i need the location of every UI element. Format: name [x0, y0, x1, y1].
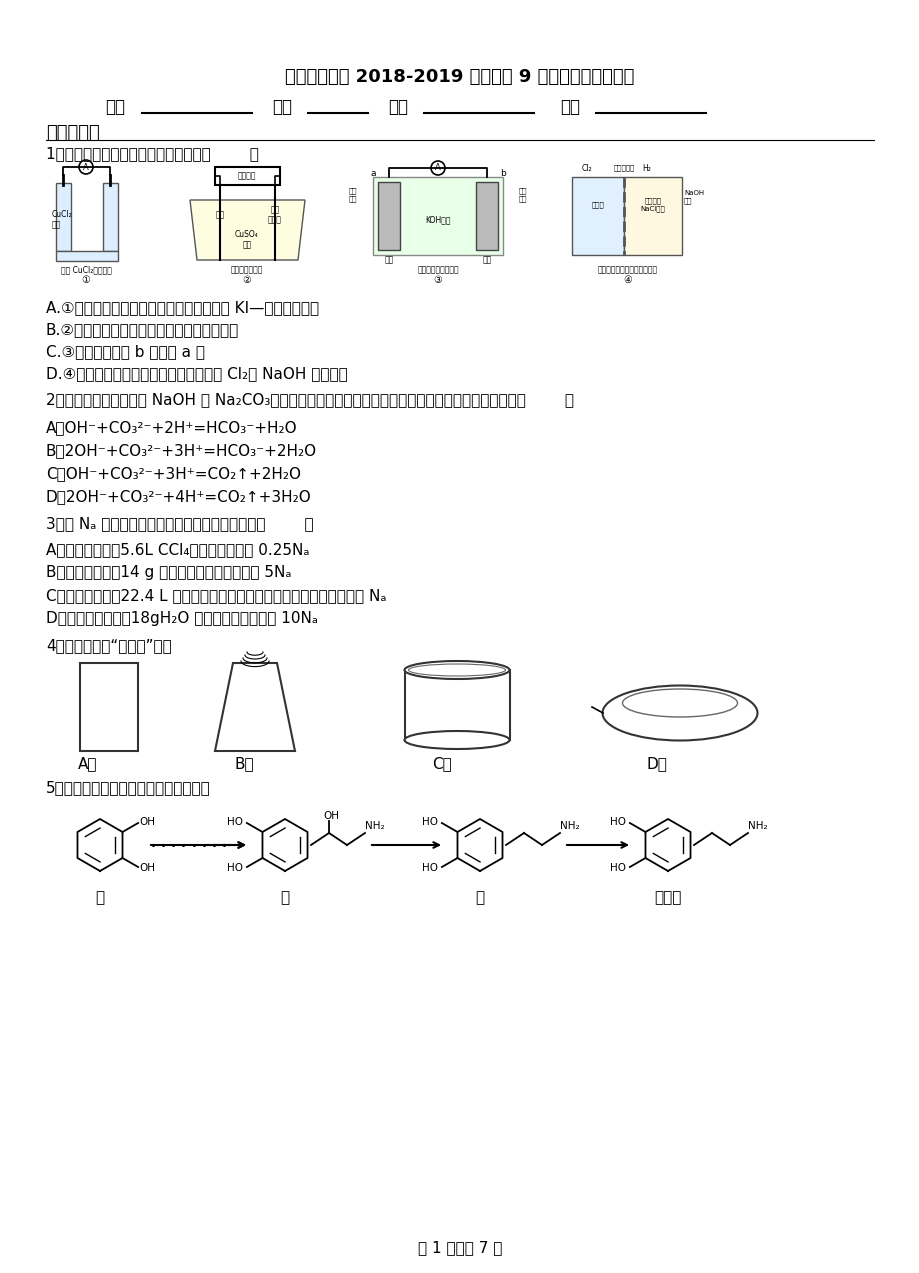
Text: B．标准状况下，14 g 氮气含有的核外电子数为 5Nₐ: B．标准状况下，14 g 氮气含有的核外电子数为 5Nₐ [46, 565, 291, 580]
Text: 2．向等物质的量浓度的 NaOH 和 Na₂CO₃的混合溶液中加入稀盐酸，下列离子方程式与事实不相符的是（        ）: 2．向等物质的量浓度的 NaOH 和 Na₂CO₃的混合溶液中加入稀盐酸，下列离… [46, 392, 573, 407]
Bar [572, 177, 623, 255]
Text: OH: OH [140, 817, 155, 827]
Text: A.①装置中阴极处产生的气体能够使湿润的 KI—淠粉试纸变蓝: A.①装置中阴极处产生的气体能够使湿润的 KI—淠粉试纸变蓝 [46, 300, 319, 314]
Text: 乙: 乙 [280, 890, 289, 905]
Bar [103, 183, 118, 251]
Text: D.④装置中的离子交换膜可以避免生成的 Cl₂与 NaOH 溶液反应: D.④装置中的离子交换膜可以避免生成的 Cl₂与 NaOH 溶液反应 [46, 367, 347, 381]
Text: 镀片: 镀片 [215, 210, 224, 219]
Text: 分数: 分数 [560, 98, 579, 116]
Bar [378, 182, 400, 250]
Text: NaOH
溶液: NaOH 溶液 [683, 190, 703, 204]
Text: 离子交换膜法电解原理示意图: 离子交换膜法电解原理示意图 [597, 265, 657, 274]
Text: HO: HO [422, 863, 437, 873]
Text: 氢气
入口: 氢气 入口 [348, 188, 357, 202]
Ellipse shape [404, 661, 509, 679]
Text: a: a [369, 168, 375, 177]
Text: A．: A． [78, 756, 97, 771]
Text: 姓名: 姓名 [388, 98, 407, 116]
Text: A．OH⁻+CO₃²⁻+2H⁺=HCO₃⁻+H₂O: A．OH⁻+CO₃²⁻+2H⁺=HCO₃⁻+H₂O [46, 420, 298, 435]
Text: 3．设 Nₐ 为阿伏加德罗常数，下列说法正确的是（        ）: 3．设 Nₐ 为阿伏加德罗常数，下列说法正确的是（ ） [46, 516, 313, 531]
Text: B．: B． [234, 756, 255, 771]
Text: 负极: 负极 [384, 255, 393, 264]
Ellipse shape [622, 689, 737, 717]
Text: Cl₂: Cl₂ [581, 164, 592, 173]
Text: 多巴胺: 多巴胺 [653, 890, 681, 905]
Text: 饥盐水: 饥盐水 [591, 201, 604, 209]
Text: CuSO₄
溶液: CuSO₄ 溶液 [235, 230, 258, 250]
Text: 待镀
铁制品: 待镀 铁制品 [267, 205, 281, 225]
Bar [475, 182, 497, 250]
Text: H₂: H₂ [641, 164, 651, 173]
Text: A．标准状况下，5.6L CCl₄含有的分子数为 0.25Nₐ: A．标准状况下，5.6L CCl₄含有的分子数为 0.25Nₐ [46, 542, 309, 558]
Text: D．: D． [646, 756, 667, 771]
Text: 精制饱和
NaCl溶液: 精制饱和 NaCl溶液 [640, 197, 664, 213]
Text: 离子交换膜: 离子交换膜 [613, 164, 634, 171]
Text: C.③装置中电子由 b 极流向 a 极: C.③装置中电子由 b 极流向 a 极 [46, 344, 205, 359]
Ellipse shape [408, 665, 505, 676]
Text: D．在标准状况下，18gH₂O 所含有的电子数不是 10Nₐ: D．在标准状况下，18gH₂O 所含有的电子数不是 10Nₐ [46, 611, 318, 626]
Text: HO: HO [609, 863, 626, 873]
Text: 班级: 班级 [105, 98, 125, 116]
Text: 一、选择题: 一、选择题 [46, 123, 99, 143]
Bar [56, 251, 118, 261]
Text: ①: ① [82, 275, 90, 285]
Bar [404, 670, 509, 740]
Bar [80, 663, 138, 751]
Polygon shape [190, 200, 305, 260]
Text: B．2OH⁻+CO₃²⁻+3H⁺=HCO₃⁻+2H₂O: B．2OH⁻+CO₃²⁻+3H⁺=HCO₃⁻+2H₂O [46, 443, 317, 458]
Text: 电解 CuCl₂溶液装置: 电解 CuCl₂溶液装置 [61, 265, 111, 274]
Text: 正极: 正极 [482, 255, 491, 264]
Text: HO: HO [422, 817, 437, 827]
Bar [215, 167, 279, 185]
Text: D．2OH⁻+CO₃²⁻+4H⁺=CO₂↑+3H₂O: D．2OH⁻+CO₃²⁻+4H⁺=CO₂↑+3H₂O [46, 489, 312, 504]
Text: 座号: 座号 [272, 98, 291, 116]
Text: HO: HO [227, 863, 243, 873]
Text: B.②装置中待镀铁制品应与直流电源正极相连: B.②装置中待镀铁制品应与直流电源正极相连 [46, 322, 239, 337]
Text: A: A [83, 163, 89, 172]
Text: CuCl₂
溶液: CuCl₂ 溶液 [52, 210, 73, 229]
Text: 5．多巴胺的一种合成路线如下图所示：: 5．多巴胺的一种合成路线如下图所示： [46, 780, 210, 796]
Text: 甲: 甲 [96, 890, 105, 905]
Text: OH: OH [140, 863, 155, 873]
Text: 第 1 页，共 7 页: 第 1 页，共 7 页 [417, 1240, 502, 1255]
Text: b: b [500, 168, 505, 177]
Circle shape [430, 160, 445, 174]
Text: C．标准状况下，22.4 L 任意比的氢气和氯气的混气中含有分子总数均为 Nₐ: C．标准状况下，22.4 L 任意比的氢气和氯气的混气中含有分子总数均为 Nₐ [46, 588, 386, 603]
Bar [623, 177, 681, 255]
Text: 直流电源: 直流电源 [237, 172, 256, 181]
Text: 安县高级中学 2018-2019 学年高二 9 月月考化学试题解析: 安县高级中学 2018-2019 学年高二 9 月月考化学试题解析 [285, 67, 634, 87]
Text: 1．下列有关图示实验的说法正确的是（        ）: 1．下列有关图示实验的说法正确的是（ ） [46, 146, 258, 160]
Text: A: A [435, 163, 440, 173]
Text: C．: C． [432, 756, 451, 771]
Text: 电镀镀实验装置: 电镀镀实验装置 [231, 265, 263, 274]
Text: 4．仪器名称为“蒸发皿”的是: 4．仪器名称为“蒸发皿”的是 [46, 638, 172, 653]
Text: NH₂: NH₂ [747, 821, 766, 831]
Bar [372, 177, 503, 255]
Text: HO: HO [609, 817, 626, 827]
Bar [56, 183, 71, 251]
Ellipse shape [602, 685, 756, 741]
Text: C．OH⁻+CO₃²⁻+3H⁺=CO₂↑+2H₂O: C．OH⁻+CO₃²⁻+3H⁺=CO₂↑+2H₂O [46, 466, 301, 481]
Text: NH₂: NH₂ [365, 821, 384, 831]
Text: ②: ② [243, 275, 251, 285]
Text: OH: OH [323, 811, 338, 821]
Text: 氢氧燃料电池示意图: 氢氧燃料电池示意图 [416, 265, 459, 274]
Text: HO: HO [227, 817, 243, 827]
Polygon shape [215, 663, 295, 751]
Circle shape [79, 160, 93, 174]
Text: ③: ③ [433, 275, 442, 285]
Text: NH₂: NH₂ [560, 821, 579, 831]
Text: KOH溶液: KOH溶液 [425, 215, 450, 224]
Ellipse shape [404, 731, 509, 749]
Text: 氧气
入口: 氧气 入口 [518, 188, 527, 202]
Text: ④: ④ [623, 275, 631, 285]
Text: 丙: 丙 [475, 890, 484, 905]
